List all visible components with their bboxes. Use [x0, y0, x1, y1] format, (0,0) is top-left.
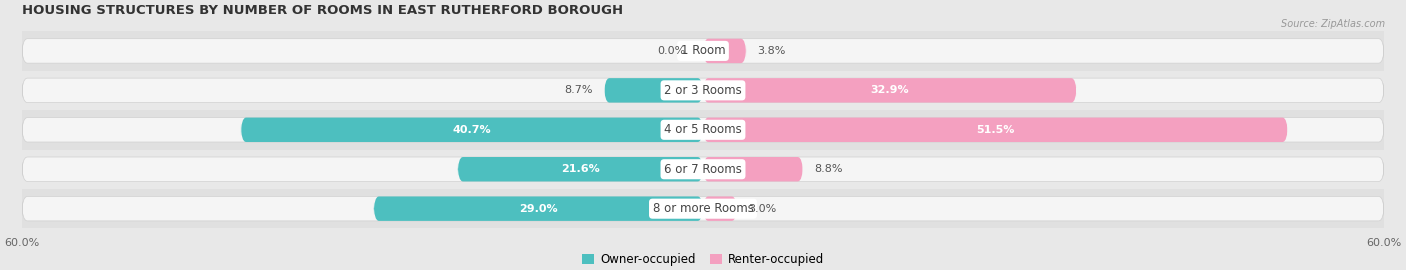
- Legend: Owner-occupied, Renter-occupied: Owner-occupied, Renter-occupied: [582, 253, 824, 266]
- FancyBboxPatch shape: [703, 117, 1288, 142]
- FancyBboxPatch shape: [21, 78, 1385, 103]
- FancyBboxPatch shape: [703, 157, 803, 181]
- FancyBboxPatch shape: [605, 78, 703, 103]
- Text: 3.8%: 3.8%: [758, 46, 786, 56]
- FancyBboxPatch shape: [10, 150, 1396, 189]
- FancyBboxPatch shape: [240, 117, 703, 142]
- Text: 21.6%: 21.6%: [561, 164, 600, 174]
- Text: HOUSING STRUCTURES BY NUMBER OF ROOMS IN EAST RUTHERFORD BOROUGH: HOUSING STRUCTURES BY NUMBER OF ROOMS IN…: [21, 4, 623, 17]
- FancyBboxPatch shape: [21, 117, 1385, 142]
- Text: 4 or 5 Rooms: 4 or 5 Rooms: [664, 123, 742, 136]
- FancyBboxPatch shape: [458, 157, 703, 181]
- FancyBboxPatch shape: [10, 189, 1396, 228]
- Text: 8.8%: 8.8%: [814, 164, 842, 174]
- Text: 1 Room: 1 Room: [681, 44, 725, 58]
- Text: 8 or more Rooms: 8 or more Rooms: [652, 202, 754, 215]
- FancyBboxPatch shape: [703, 39, 747, 63]
- Text: 40.7%: 40.7%: [453, 125, 491, 135]
- Text: 32.9%: 32.9%: [870, 85, 910, 95]
- FancyBboxPatch shape: [10, 110, 1396, 150]
- Text: Source: ZipAtlas.com: Source: ZipAtlas.com: [1281, 19, 1385, 29]
- FancyBboxPatch shape: [703, 197, 737, 221]
- Text: 0.0%: 0.0%: [658, 46, 686, 56]
- FancyBboxPatch shape: [703, 78, 1077, 103]
- FancyBboxPatch shape: [374, 197, 703, 221]
- Text: 8.7%: 8.7%: [564, 85, 593, 95]
- FancyBboxPatch shape: [21, 157, 1385, 181]
- FancyBboxPatch shape: [10, 71, 1396, 110]
- FancyBboxPatch shape: [21, 197, 1385, 221]
- Text: 3.0%: 3.0%: [748, 204, 776, 214]
- FancyBboxPatch shape: [21, 39, 1385, 63]
- Text: 6 or 7 Rooms: 6 or 7 Rooms: [664, 163, 742, 176]
- Text: 51.5%: 51.5%: [976, 125, 1015, 135]
- Text: 2 or 3 Rooms: 2 or 3 Rooms: [664, 84, 742, 97]
- FancyBboxPatch shape: [10, 31, 1396, 71]
- Text: 29.0%: 29.0%: [519, 204, 558, 214]
